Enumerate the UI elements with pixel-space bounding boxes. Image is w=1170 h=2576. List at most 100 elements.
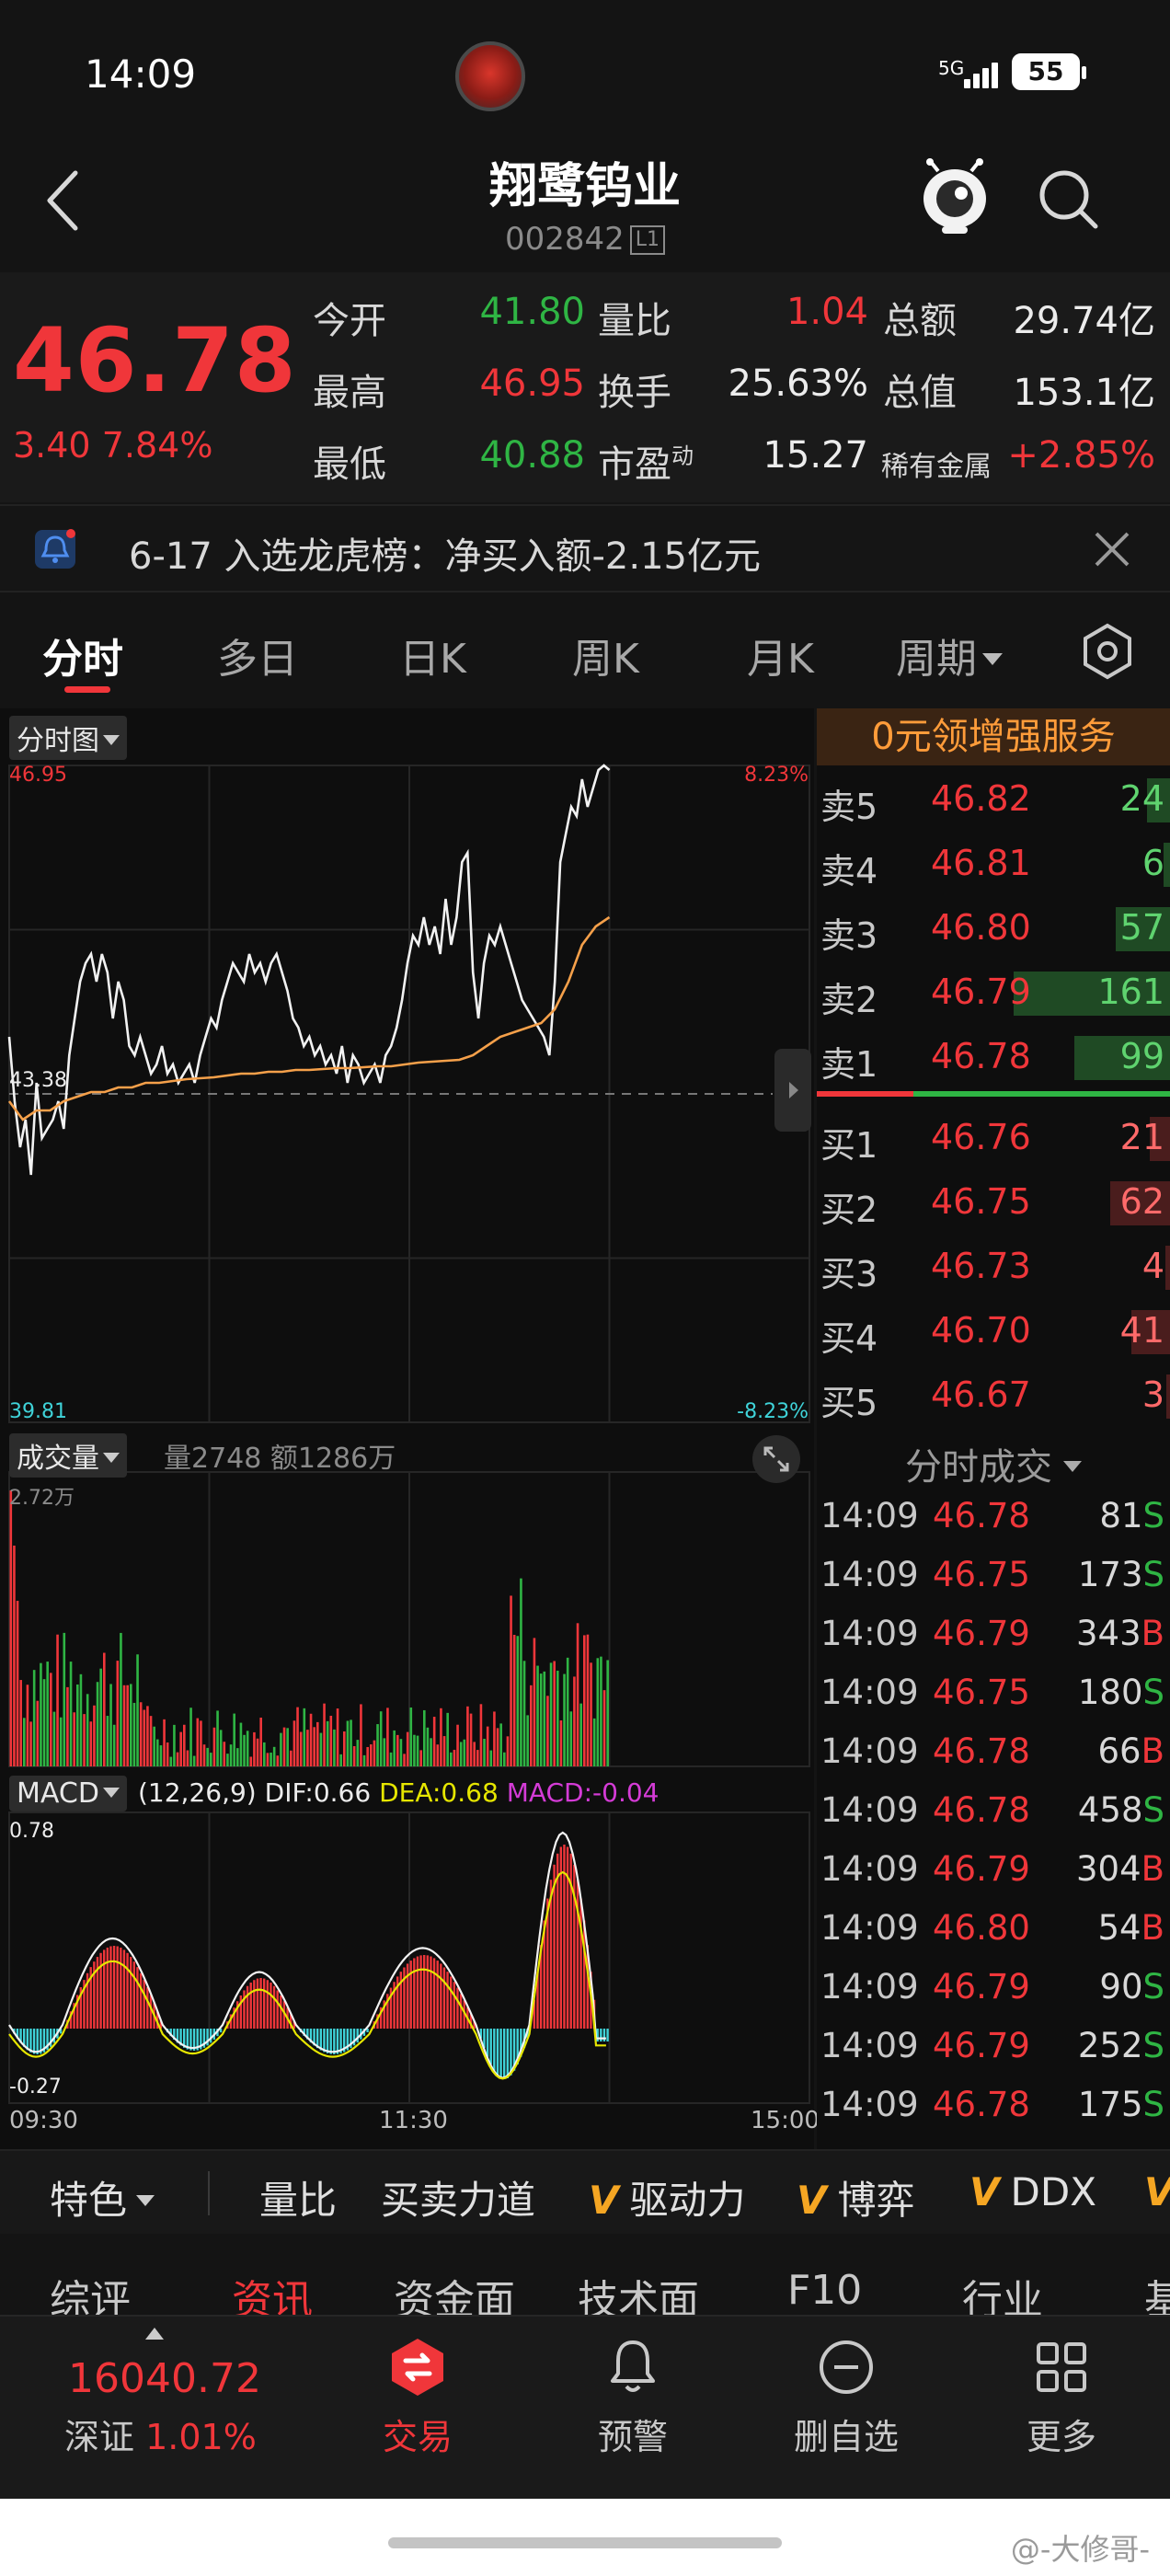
- info-tabs: 综评 资讯 资金面 技术面 F10 行业 基: [0, 2241, 1170, 2324]
- nav-more[interactable]: 更多: [988, 2335, 1135, 2459]
- home-indicator[interactable]: [388, 2537, 782, 2548]
- volume-bar: [19, 1680, 22, 1766]
- tab-period[interactable]: 周期: [896, 626, 1003, 684]
- bid-price: 46.76: [931, 1117, 1031, 1157]
- sector-label[interactable]: 稀有金属: [881, 451, 992, 483]
- bid-row[interactable]: 买5 46.67 3: [817, 1367, 1170, 1432]
- indicator-driving-force[interactable]: V 驱动力: [589, 2178, 746, 2223]
- macd-bar: [323, 2029, 326, 2053]
- low-label: 最低: [313, 443, 386, 486]
- index-value[interactable]: 16040.72: [68, 2355, 261, 2402]
- turnover-amount-label: 总额: [883, 300, 957, 342]
- volume-bar: [533, 1638, 536, 1766]
- back-button[interactable]: [37, 164, 92, 237]
- macd-bar: [116, 1946, 119, 2029]
- bid-row[interactable]: 买1 46.76 21: [817, 1110, 1170, 1174]
- intraday-chart-area[interactable]: 分时图 46.95 8.23% 43.38 39.81 -8.23% 成交量 量…: [0, 708, 820, 2149]
- promo-banner[interactable]: 0元领增强服务: [817, 708, 1170, 765]
- macd-bar: [516, 2029, 519, 2064]
- macd-bar: [290, 2014, 292, 2029]
- ask-row[interactable]: 卖5 46.82 24: [817, 771, 1170, 835]
- ask-row[interactable]: 卖2 46.79 161: [817, 964, 1170, 1029]
- bid-row[interactable]: 买4 46.70 41: [817, 1303, 1170, 1367]
- tab-weekly-k[interactable]: 周K: [572, 636, 639, 683]
- indicator-game[interactable]: V 博弈: [797, 2178, 915, 2223]
- indicator-volume-ratio[interactable]: 量比: [259, 2178, 338, 2223]
- chart-type-selector[interactable]: 分时图: [9, 716, 127, 760]
- close-icon[interactable]: [1089, 526, 1135, 572]
- ask-row[interactable]: 卖1 46.78 99: [817, 1029, 1170, 1093]
- tab-monthly-k[interactable]: 月K: [747, 636, 814, 683]
- macd-bar: [499, 2029, 502, 2078]
- macd-bar: [40, 2029, 42, 2054]
- macd-bar: [313, 2029, 315, 2046]
- chevron-down-icon: [103, 1453, 120, 1463]
- sector-change[interactable]: +2.85%: [1007, 434, 1155, 477]
- macd-bar: [120, 1947, 122, 2029]
- ask-volume: 161: [1097, 972, 1164, 1012]
- macd-bar: [469, 2014, 473, 2029]
- special-indicator-selector[interactable]: 特色: [50, 2169, 155, 2225]
- bid-row[interactable]: 买3 46.73 4: [817, 1238, 1170, 1303]
- macd-bar: [533, 1999, 536, 2029]
- volume-bar: [130, 1684, 132, 1766]
- nav-trade[interactable]: 交易: [344, 2335, 491, 2459]
- ask-row[interactable]: 卖3 46.80 57: [817, 900, 1170, 964]
- volume-indicator-selector[interactable]: 成交量: [9, 1433, 127, 1478]
- chevron-down-icon: [982, 653, 1003, 665]
- prev-close-label: 43.38: [9, 1069, 67, 1092]
- panel-collapse-handle[interactable]: [774, 1049, 811, 1132]
- market-cap-value: 153.1亿: [1013, 372, 1155, 414]
- bid-row[interactable]: 买2 46.75 62: [817, 1174, 1170, 1238]
- trade-time: 14:09: [820, 1614, 919, 1653]
- watermark: @-大修哥-: [1010, 2532, 1150, 2567]
- clock: 14:09: [85, 52, 197, 97]
- nav-remove-watchlist[interactable]: 删自选: [773, 2335, 920, 2459]
- ask-depth-bar: [1074, 1036, 1170, 1080]
- app-logo-icon: [455, 41, 525, 111]
- indicator-more[interactable]: V: [1144, 2169, 1170, 2214]
- volume-bar: [506, 1736, 510, 1766]
- indicator-ddx[interactable]: V DDX: [969, 2169, 1096, 2214]
- trade-time: 14:09: [820, 1967, 919, 2007]
- volume-bar: [112, 1724, 116, 1766]
- tab-f10[interactable]: F10: [787, 2267, 863, 2314]
- volume-bar: [159, 1745, 163, 1766]
- macd-selector[interactable]: MACD: [9, 1776, 127, 1811]
- trades-title[interactable]: 分时成交: [817, 1437, 1170, 1490]
- assistant-robot-icon[interactable]: [918, 158, 992, 236]
- tab-daily-k[interactable]: 日K: [399, 636, 466, 683]
- volume-bar: [606, 1660, 609, 1766]
- trade-side: S: [1142, 2085, 1165, 2124]
- volume-bar: [93, 1705, 96, 1766]
- settings-hexagon-icon[interactable]: [1078, 622, 1137, 681]
- trade-side: S: [1142, 1967, 1165, 2007]
- chevron-up-icon[interactable]: [145, 2328, 164, 2340]
- macd-bar: [339, 2029, 342, 2053]
- tab-intraday[interactable]: 分时: [42, 636, 123, 683]
- macd-bar: [76, 1995, 79, 2029]
- search-button[interactable]: [1035, 166, 1101, 232]
- tab-multiday[interactable]: 多日: [217, 636, 298, 683]
- indicator-buy-sell-power[interactable]: 买卖力道: [381, 2178, 536, 2223]
- index-name[interactable]: 深证 1.01%: [64, 2417, 257, 2457]
- volume-bar: [520, 1578, 522, 1766]
- macd-bar: [259, 1978, 262, 2029]
- price-low-label: 39.81: [9, 1400, 67, 1423]
- macd-bar: [109, 1946, 112, 2029]
- volume-bar: [212, 1727, 216, 1766]
- volume-bar: [200, 1720, 202, 1766]
- volume-bar: [122, 1685, 126, 1766]
- nav-alert[interactable]: 预警: [559, 2335, 706, 2459]
- macd-bar: [406, 1963, 409, 2029]
- macd-bar: [23, 2029, 26, 2047]
- macd-bar: [200, 2029, 202, 2050]
- volume-bar: [536, 1665, 539, 1766]
- stock-code: 002842: [504, 221, 625, 258]
- ask-row[interactable]: 卖4 46.81 6: [817, 835, 1170, 900]
- volume-bar: [239, 1722, 243, 1766]
- expand-icon[interactable]: [752, 1435, 800, 1483]
- volume-bar: [416, 1735, 419, 1766]
- notice-bar[interactable]: 6-17 入选龙虎榜：净买入额-2.15亿元: [0, 504, 1170, 592]
- volume-bar: [563, 1673, 566, 1766]
